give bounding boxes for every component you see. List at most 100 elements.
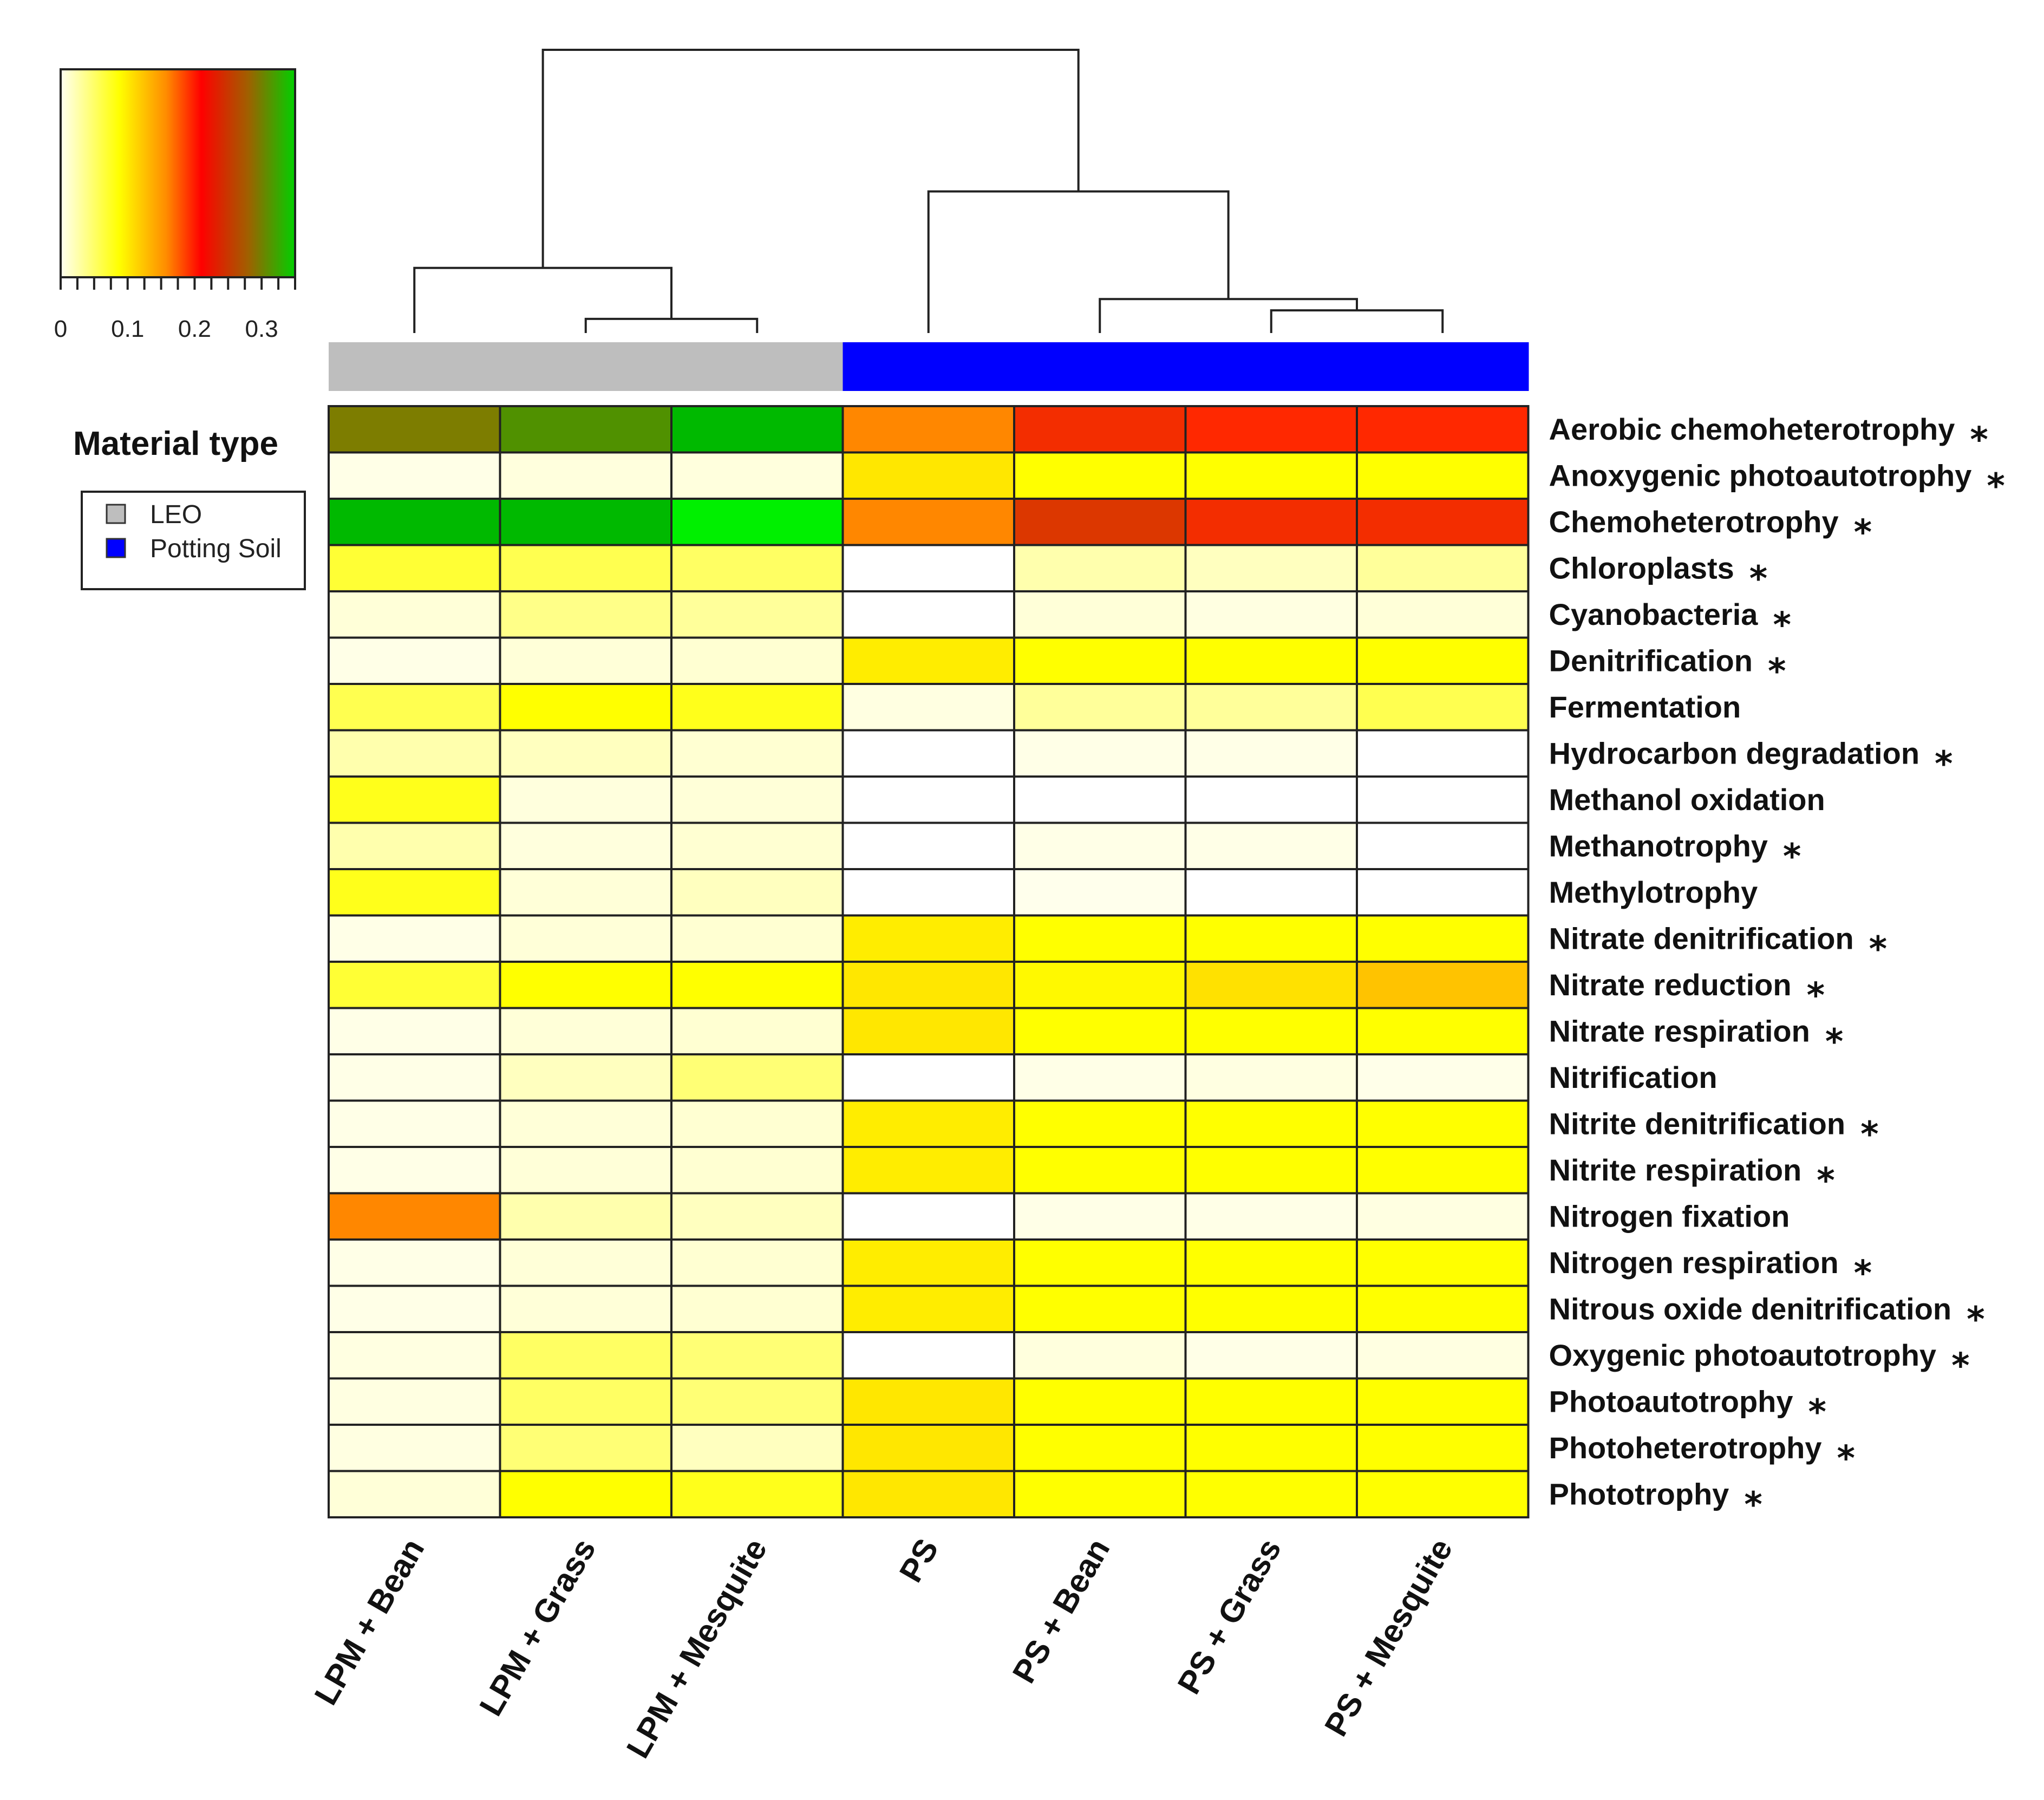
heatmap-cell [1356,775,1530,824]
heatmap-cell [670,590,844,639]
heatmap-cell [1013,636,1187,685]
heatmap-cell [499,1424,672,1472]
column-dendrogram [413,49,1444,333]
row-labels: Aerobic chemoheterotrophy * Anoxygenic pho… [1549,412,2005,1525]
heatmap-cell [499,498,672,546]
row-star: * [1773,605,1791,645]
heatmap-cell [499,1007,672,1055]
row-label: Hydrocarbon degradation [1549,736,1920,770]
heatmap-cell [1013,1424,1187,1472]
heatmap-cell [670,775,844,824]
row-label: Aerobic chemoheterotrophy [1549,412,1955,446]
heatmap-cell [1013,544,1187,592]
heatmap-cell [670,451,844,500]
color-key-tick-label: 0.1 [111,316,144,342]
heatmap-cell [1356,729,1530,778]
heatmap-cell [1356,1470,1530,1518]
heatmap-cell [1013,1192,1187,1241]
heatmap-cell [1356,405,1530,454]
heatmap-cell [1013,868,1187,917]
row-label: Nitrification [1549,1060,1718,1094]
material-type-legend: Material type LEO Potting Soil [73,425,306,590]
column-label: LPM + Grass [472,1532,603,1722]
heatmap-cell [1013,1099,1187,1148]
heatmap-cell [1013,729,1187,778]
heatmap-cell [841,914,1015,963]
heatmap-cell [841,1284,1015,1333]
heatmap-cell [1013,1007,1187,1055]
heatmap-cell [499,821,672,870]
row-star: * [1783,837,1801,877]
heatmap-cell [499,775,672,824]
heatmap-cell [1184,1053,1358,1102]
heatmap-cell [1356,1377,1530,1426]
heatmap-cell [1184,729,1358,778]
heatmap-cell [1013,498,1187,546]
heatmap-cell [1184,683,1358,732]
row-star: * [1854,1254,1872,1294]
material-type-bar [329,342,1529,391]
row-label: Anoxygenic photoautotrophy [1549,458,1972,492]
row-label: Nitrite respiration [1549,1153,1802,1187]
column-label: PS + Grass [1171,1532,1288,1700]
heatmap-cell [499,544,672,592]
heatmap-cell [670,498,844,546]
heatmap-cell [1184,868,1358,917]
heatmap-cell [1184,1146,1358,1195]
heatmap-cell [1356,544,1530,592]
legend-label: Potting Soil [150,534,282,563]
heatmap-cell [1184,498,1358,546]
heatmap-cell [841,961,1015,1009]
row-label: Nitrite denitrification [1549,1106,1846,1140]
row-label: Methanotrophy [1549,829,1768,863]
heatmap-cell [670,636,844,685]
dendrogram-link [1270,309,1444,333]
heatmap-cell [841,1053,1015,1102]
heatmap-cell [499,961,672,1009]
row-star: * [1768,651,1786,692]
heatmap-cell [1184,636,1358,685]
dendrogram-link [541,49,1080,268]
heatmap-cell [670,1470,844,1518]
heatmap-cell [328,1424,501,1472]
dendrogram-link [413,266,672,333]
heatmap-cell [328,961,501,1009]
heatmap-cell [1356,590,1530,639]
heatmap-cell [499,1146,672,1195]
heatmap-cell [670,868,844,917]
heatmap-cell [1013,775,1187,824]
heatmap-cell [841,683,1015,732]
column-label: LPM + Mesquite [619,1532,774,1764]
row-label: Nitrogen respiration [1549,1245,1839,1280]
heatmap-cell [499,451,672,500]
heatmap-cell [841,544,1015,592]
heatmap-cell [499,636,672,685]
heatmap-cell [1013,1053,1187,1102]
row-label: Photoautotrophy [1549,1384,1793,1418]
heatmap-cell [499,1238,672,1287]
heatmap-cell [1184,1377,1358,1426]
heatmap-cell [1184,590,1358,639]
heatmap-cell [841,1099,1015,1148]
heatmap-cell [328,451,501,500]
heatmap-cell [1184,405,1358,454]
heatmap-cell [841,1377,1015,1426]
heatmap-cell [1356,1053,1530,1102]
row-label: Nitrate reduction [1549,968,1792,1002]
row-label: Chemoheterotrophy [1549,505,1839,539]
column-labels: LPM + Bean LPM + Grass LPM + Mesquite PS PS … [308,1532,1460,1764]
heatmap-cell [328,636,501,685]
legend-swatch [106,538,126,558]
heatmap-cell [670,405,844,454]
row-label: Denitrification [1549,643,1753,677]
heatmap-cell [670,544,844,592]
heatmap-cell [670,1099,844,1148]
heatmap-cell [499,590,672,639]
heatmap-cell [499,1192,672,1241]
group-bar-segment [500,342,672,391]
heatmap-cell [499,868,672,917]
heatmap-cell [328,1146,501,1195]
heatmap-cell [670,1284,844,1333]
heatmap-cell [841,1331,1015,1380]
